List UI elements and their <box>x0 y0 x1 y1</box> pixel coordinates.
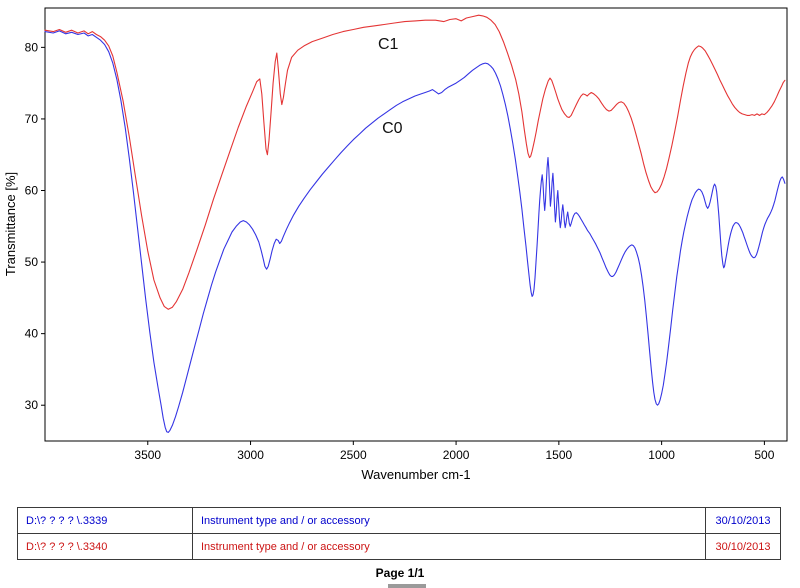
table-row[interactable]: D:\? ? ? ? \.3339 Instrument type and / … <box>17 507 781 534</box>
series-label-c1: C1 <box>378 36 399 53</box>
x-tick-label: 3000 <box>237 448 264 462</box>
y-tick-label: 80 <box>25 40 39 54</box>
y-axis-title: Transmittance [%] <box>3 172 18 276</box>
x-tick-label: 2500 <box>340 448 367 462</box>
spectrum-chart: 3500 3000 2500 2000 1500 1000 500304050607080 … <box>3 7 788 482</box>
y-tick-label: 40 <box>25 327 39 341</box>
y-tick-label: 60 <box>25 184 39 198</box>
x-tick-label: 3500 <box>134 448 161 462</box>
spectrum-chart-area: 3500 3000 2500 2000 1500 1000 500 30 40 50 60 70 80 … <box>3 7 788 482</box>
spectra-traces <box>44 14 786 433</box>
trace-c1 <box>44 14 786 310</box>
axis-ticks: 3500 3000 2500 2000 1500 1000 500 30 40 50 60 70 80 <box>25 40 775 462</box>
table-row[interactable]: D:\? ? ? ? \.3340 Instrument type and / … <box>17 533 781 560</box>
x-axis-title: Wavenumber cm-1 <box>361 467 470 482</box>
scrollbar-thumb-fragment[interactable] <box>388 584 426 588</box>
page-indicator: Page 1/1 <box>375 566 425 580</box>
trace-c0 <box>44 30 786 433</box>
description-cell: Instrument type and / or accessory <box>192 507 706 534</box>
file-path-cell[interactable]: D:\? ? ? ? \.3340 <box>17 533 193 560</box>
plot-frame <box>44 7 788 442</box>
x-tick-label: 2000 <box>443 448 470 462</box>
report-table: D:\? ? ? ? \.3339 Instrument type and / … <box>17 507 781 560</box>
y-tick-label: 50 <box>25 255 39 269</box>
y-tick-label: 30 <box>25 398 39 412</box>
series-label-c0: C0 <box>382 120 403 137</box>
description-cell: Instrument type and / or accessory <box>192 533 706 560</box>
date-cell: 30/10/2013 <box>705 533 781 560</box>
series-labels: C1 C0 <box>378 36 403 137</box>
plot-border <box>44 7 788 442</box>
file-path-cell[interactable]: D:\? ? ? ? \.3339 <box>17 507 193 534</box>
date-cell: 30/10/2013 <box>705 507 781 534</box>
x-tick-label: 500 <box>754 448 774 462</box>
x-tick-label: 1500 <box>545 448 572 462</box>
y-tick-label: 70 <box>25 112 39 126</box>
x-tick-label: 1000 <box>648 448 675 462</box>
